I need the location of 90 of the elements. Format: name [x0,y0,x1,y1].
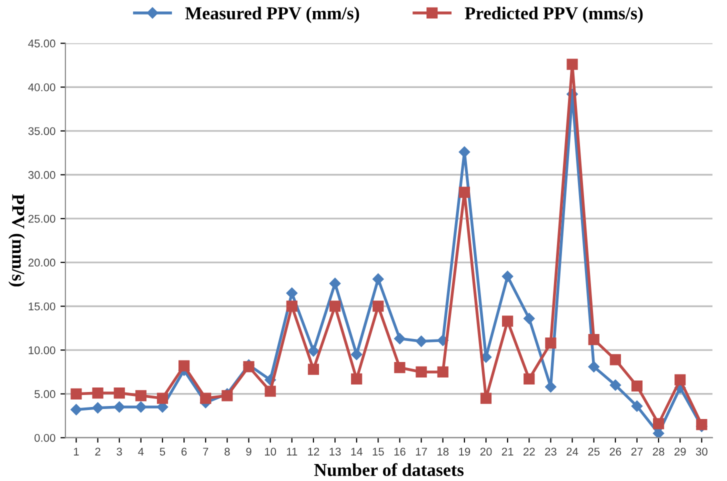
legend-label: Measured PPV (mm/s) [185,6,360,24]
point [610,380,622,391]
legend-label: Predicted PPV (mms/s) [464,6,643,24]
point [416,336,427,347]
point [524,373,535,385]
point [437,366,448,378]
point [200,392,212,404]
point [351,373,362,385]
y-tick-label: 10.00 [28,346,56,354]
point [286,300,298,312]
point [610,354,621,366]
point [135,401,147,413]
x-tick-label: 12 [308,448,320,456]
point [545,381,556,392]
point [458,186,470,198]
point [92,402,104,414]
point [92,387,104,399]
y-tick-label: 40.00 [28,83,56,92]
x-tick-label: 21 [502,448,514,456]
point [566,58,578,70]
x-tick-label: 24 [566,448,578,456]
point [372,300,384,312]
point [264,386,276,397]
point [631,400,643,412]
x-tick-label: 6 [182,448,187,456]
x-tick-label: 27 [631,448,643,456]
x-tick-label: 30 [696,448,708,456]
y-tick-label: 0.00 [34,434,56,442]
x-tick-label: 17 [416,448,427,456]
y-tick-label: 5.00 [34,390,56,398]
point [135,390,146,402]
x-tick-label: 5 [160,448,166,456]
x-tick-label: 23 [545,448,556,456]
point [502,270,514,282]
y-tick-label: 30.00 [28,171,56,179]
point [350,348,362,360]
x-tick-label: 3 [116,448,122,456]
x-tick-label: 2 [95,448,100,456]
point [652,418,664,430]
x-tick-label: 1 [74,448,79,456]
x-tick-label: 16 [394,448,406,456]
x-tick-label: 15 [372,448,384,456]
x-tick-label: 14 [351,448,362,456]
point [394,362,406,374]
point [588,334,600,346]
y-tick-label: 45.00 [28,40,56,48]
x-tick-label: 22 [524,448,535,456]
x-tick-label: 7 [203,448,208,456]
x-tick-label: 9 [246,448,252,456]
point [588,361,600,372]
x-tick-label: 28 [652,448,664,456]
point [502,316,514,327]
point [524,312,535,324]
x-tick-label: 13 [330,448,341,456]
x-tick-label: 4 [138,448,144,456]
x-tick-label: 25 [588,448,600,456]
point [70,388,82,400]
y-tick-label: 20.00 [28,258,56,267]
point [114,387,125,399]
point [652,428,664,438]
point [394,333,406,344]
point [114,401,125,413]
point [286,287,298,299]
x-tick-label: 20 [480,448,492,456]
y-tick-label: 35.00 [28,127,56,136]
point [178,360,190,372]
x-tick-label: 18 [438,448,449,456]
x-tick-label: 19 [459,448,470,456]
y-tick-label: 15.00 [28,302,56,310]
x-tick-label: 29 [674,448,686,456]
point [480,392,492,404]
point [372,273,384,285]
x-tick-label: 8 [224,448,230,456]
x-tick-label: 26 [610,448,622,456]
y-tick-label: 25.00 [28,214,56,223]
y-axis-title: PPV (mm/s) [8,194,25,286]
point [308,364,320,375]
point [458,146,470,158]
x-tick-label: 10 [264,448,276,456]
point [674,374,686,386]
x-tick-label: 11 [286,448,298,456]
x-axis-title: Number of datasets [314,463,464,476]
point [308,345,320,357]
point [631,380,643,392]
point [70,404,82,416]
point [329,278,341,290]
point [156,392,168,404]
point [416,366,427,378]
point [545,337,556,349]
point [329,300,341,312]
